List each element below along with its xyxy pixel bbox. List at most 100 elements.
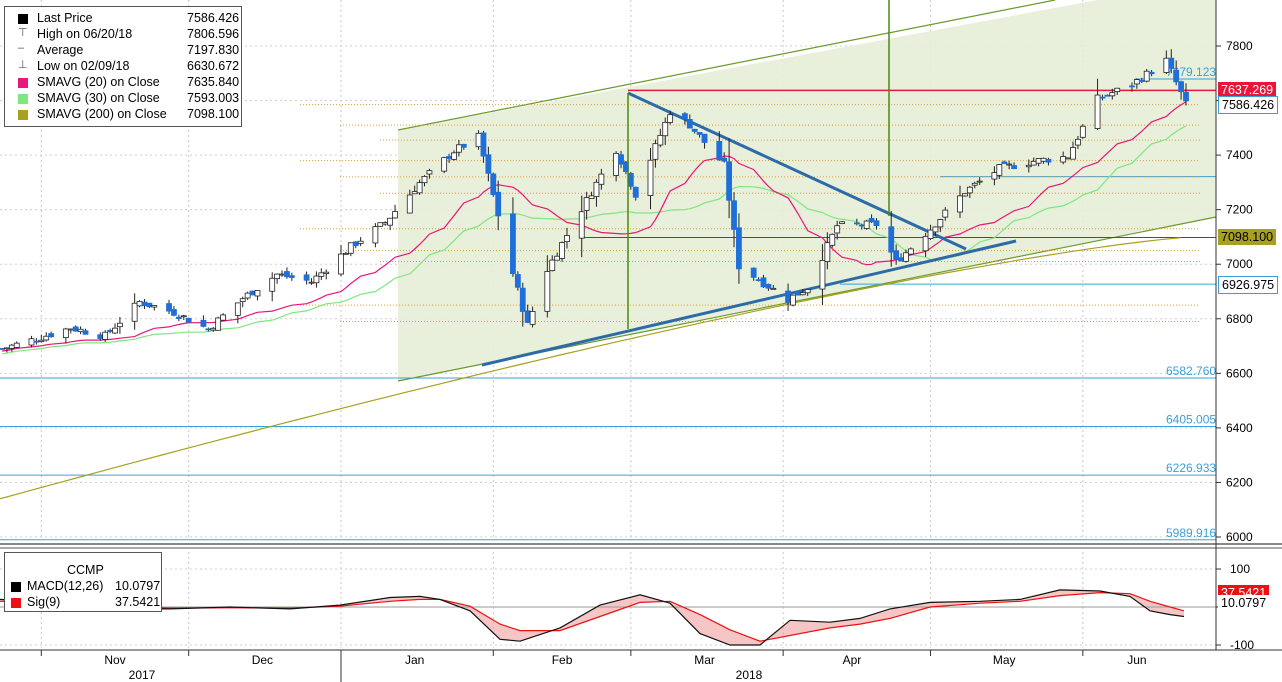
candle-body[interactable] (1070, 147, 1076, 160)
candle-body[interactable] (799, 292, 806, 296)
candle-body[interactable] (1099, 96, 1106, 99)
candle-body[interactable] (1079, 125, 1086, 138)
candle-body[interactable] (460, 143, 467, 148)
candle-body[interactable] (632, 186, 639, 198)
candle-body[interactable] (701, 133, 708, 143)
candle-body[interactable] (726, 161, 733, 201)
candle-body[interactable] (288, 275, 295, 278)
candle-body[interactable] (1173, 69, 1180, 83)
candle-body[interactable] (785, 290, 791, 303)
candle-body[interactable] (1075, 138, 1081, 146)
candle-body[interactable] (234, 302, 241, 316)
candle-body[interactable] (932, 226, 939, 233)
candle-body[interactable] (200, 319, 207, 327)
candle-body[interactable] (406, 194, 413, 214)
candle-body[interactable] (760, 277, 767, 288)
candle-body[interactable] (721, 157, 728, 162)
candle-body[interactable] (495, 191, 502, 217)
candle-body[interactable] (1148, 71, 1155, 75)
candle-body[interactable] (962, 193, 968, 197)
candle-body[interactable] (421, 176, 428, 184)
candle-body[interactable] (907, 248, 914, 255)
candle-body[interactable] (1109, 92, 1116, 97)
candle-body[interactable] (657, 134, 664, 146)
candle-body[interactable] (323, 271, 330, 274)
candle-body[interactable] (819, 260, 826, 290)
candle-body[interactable] (166, 303, 172, 312)
candle-body[interactable] (244, 292, 251, 299)
candle-body[interactable] (971, 182, 978, 186)
candle-body[interactable] (559, 242, 565, 259)
candle-body[interactable] (804, 289, 811, 294)
candle-body[interactable] (485, 154, 492, 174)
candle-body[interactable] (549, 259, 556, 272)
candle-body[interactable] (937, 219, 944, 228)
candle-body[interactable] (1138, 80, 1145, 82)
candle-body[interactable] (249, 290, 256, 296)
candle-body[interactable] (279, 273, 285, 276)
candle-body[interactable] (863, 220, 870, 229)
candle-body[interactable] (583, 197, 590, 211)
candle-body[interactable] (598, 173, 605, 185)
candle-body[interactable] (544, 271, 551, 312)
candle-body[interactable] (824, 242, 831, 262)
candle-body[interactable] (731, 200, 737, 230)
candle-body[interactable] (1163, 57, 1170, 73)
candle-body[interactable] (136, 301, 143, 307)
candle-body[interactable] (185, 317, 192, 323)
candle-body[interactable] (652, 143, 659, 160)
candle-body[interactable] (43, 335, 50, 341)
candle-body[interactable] (475, 132, 482, 148)
candle-body[interactable] (269, 277, 276, 292)
candle-body[interactable] (794, 292, 801, 296)
candle-body[interactable] (441, 157, 448, 172)
candle-body[interactable] (647, 159, 654, 196)
candle-body[interactable] (588, 195, 595, 199)
candle-body[interactable] (112, 327, 118, 334)
candle-body[interactable] (175, 316, 182, 319)
candle-body[interactable] (529, 311, 536, 325)
candle-body[interactable] (662, 121, 669, 137)
candle-body[interactable] (274, 273, 281, 280)
candle-body[interactable] (554, 255, 561, 261)
candle-body[interactable] (1114, 87, 1121, 92)
candle-body[interactable] (254, 290, 261, 297)
candle-body[interactable] (48, 333, 55, 338)
candle-body[interactable] (888, 226, 895, 253)
candle-body[interactable] (736, 227, 742, 270)
candle-body[interactable] (1011, 165, 1017, 170)
candle-body[interactable] (1035, 158, 1042, 164)
candle-body[interactable] (284, 271, 290, 278)
candle-body[interactable] (62, 328, 69, 339)
candle-body[interactable] (942, 209, 949, 218)
candle-body[interactable] (338, 253, 344, 275)
candle-body[interactable] (898, 257, 904, 262)
candle-body[interactable] (1094, 94, 1101, 129)
candle-body[interactable] (318, 272, 325, 277)
candle-body[interactable] (455, 144, 462, 153)
candle-body[interactable] (28, 338, 35, 346)
candle-body[interactable] (387, 217, 394, 226)
candle-body[interactable] (991, 172, 998, 180)
candle-body[interactable] (77, 328, 84, 333)
candle-body[interactable] (1040, 157, 1047, 162)
candle-body[interactable] (578, 211, 585, 239)
candle-body[interactable] (220, 314, 226, 321)
candle-body[interactable] (1060, 156, 1067, 163)
candle-body[interactable] (770, 287, 777, 290)
candle-body[interactable] (82, 330, 89, 335)
candle-body[interactable] (564, 235, 570, 243)
candle-body[interactable] (686, 119, 693, 129)
candle-body[interactable] (343, 252, 349, 255)
candle-body[interactable] (966, 186, 973, 194)
candle-body[interactable] (1001, 161, 1008, 164)
candle-body[interactable] (1025, 164, 1032, 168)
candle-body[interactable] (1178, 81, 1184, 93)
candle-body[interactable] (903, 252, 909, 262)
candle-body[interactable] (1143, 70, 1150, 82)
candle-body[interactable] (180, 315, 187, 318)
candle-body[interactable] (107, 329, 113, 332)
candle-body[interactable] (141, 301, 148, 307)
candle-body[interactable] (0, 348, 5, 350)
candle-body[interactable] (613, 152, 620, 176)
